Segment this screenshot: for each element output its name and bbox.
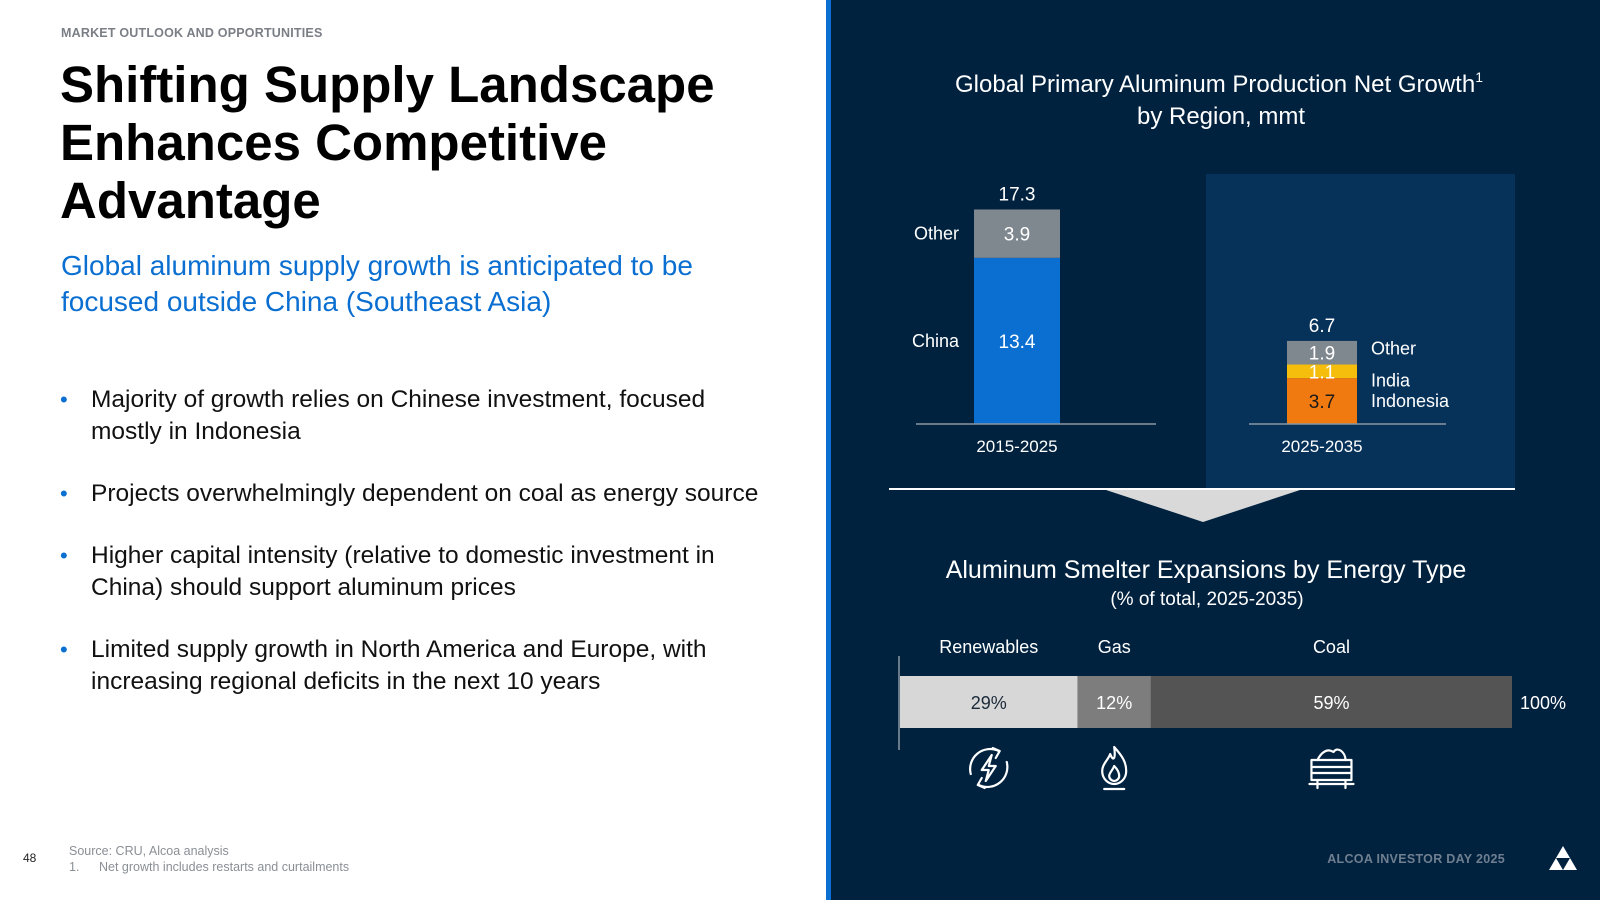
legend-label-left: China [912, 331, 960, 351]
bar-segment-other-1 [1287, 340, 1357, 365]
energy-segment-name: Coal [1313, 637, 1350, 657]
legend-label-right: Other [1371, 339, 1416, 359]
bullet-list: • Majority of growth relies on Chinese in… [60, 384, 780, 728]
bar-value-label: 1.1 [1309, 362, 1335, 383]
coal-cart-icon [1308, 748, 1355, 790]
bullet-dot-icon: • [60, 481, 68, 506]
energy-segment-value: 59% [1313, 693, 1349, 713]
page-title: Shifting Supply Landscape Enhances Compe… [60, 56, 715, 229]
energy-chart-marks: 29% Renewables 12% Gas 59% Coal 100% [900, 637, 1566, 728]
source-note: Source: CRU, Alcoa analysis [69, 844, 229, 858]
footnote: 1. Net growth includes restarts and curta… [69, 859, 349, 875]
bullet-dot-icon: • [60, 543, 68, 568]
alcoa-logo-icon [1549, 846, 1577, 870]
bar-value-label: 3.7 [1309, 392, 1335, 413]
right-panel: Global Primary Aluminum Production Net G… [831, 0, 1600, 900]
energy-total-label: 100% [1520, 693, 1566, 713]
forecast-highlight [1206, 174, 1515, 488]
bar-total-label: 17.3 [999, 184, 1036, 205]
growth-chart-title: Global Primary Aluminum Production Net G… [955, 69, 1483, 98]
bar-segment-other-0 [974, 209, 1060, 258]
category-label: 2025-2035 [1281, 437, 1362, 456]
energy-segment-name: Renewables [939, 637, 1038, 657]
bullet-dot-icon: • [60, 637, 68, 662]
bullet-dot-icon: • [60, 387, 68, 412]
page-subtitle: Global aluminum supply growth is anticip… [61, 250, 693, 317]
bar-value-label: 13.4 [999, 332, 1036, 353]
bar-segment-china-0 [974, 257, 1060, 424]
footnotes: Source: CRU, Alcoa analysis 1. Net growth… [69, 843, 349, 875]
down-arrow-icon [1106, 490, 1300, 522]
growth-chart-marks: 13.4 3.9 17.3 2015-2025 China Other 3.7 1.11.9 6… [912, 184, 1450, 456]
panel-divider [826, 0, 831, 900]
footnote-number: 1. [69, 860, 80, 874]
legend-label-left: Other [914, 224, 959, 244]
bullet-item: • Limited supply growth in North America … [60, 636, 707, 695]
section-eyebrow: MARKET OUTLOOK AND OPPORTUNITIES [61, 26, 323, 40]
bullet-item: • Majority of growth relies on Chinese in… [60, 386, 706, 445]
left-panel: MARKET OUTLOOK AND OPPORTUNITIES Shiftin… [23, 26, 780, 875]
energy-chart-title: Aluminum Smelter Expansions by Energy Ty… [946, 556, 1467, 584]
growth-chart-subtitle: by Region, mmt [1137, 103, 1305, 130]
energy-segment-name: Gas [1098, 637, 1131, 657]
bar-segment-indonesia-1 [1287, 378, 1357, 424]
renewable-energy-icon [969, 746, 1009, 790]
energy-segment-coal [1150, 676, 1512, 728]
energy-segment-gas [1077, 676, 1151, 728]
bar-value-label: 3.9 [1004, 225, 1030, 246]
energy-segment-value: 29% [971, 693, 1007, 713]
gas-flame-icon [1101, 745, 1128, 791]
bar-value-label: 1.9 [1309, 344, 1335, 365]
charts-canvas: Global Primary Aluminum Production Net G… [889, 69, 1566, 791]
brand-tagline: ALCOA INVESTOR DAY 2025 [1327, 852, 1505, 866]
legend-label-right: Indonesia [1371, 391, 1450, 411]
bullet-item: • Projects overwhelmingly dependent on co… [60, 478, 780, 510]
bar-total-label: 6.7 [1309, 316, 1335, 337]
footnote-text: Net growth includes restarts and curtail… [99, 860, 350, 874]
category-label: 2015-2025 [976, 437, 1057, 456]
energy-segment-value: 12% [1096, 693, 1132, 713]
page-number: 48 [23, 851, 37, 865]
bar-segment-india-1 [1287, 364, 1357, 379]
energy-segment-renewables [900, 676, 1078, 728]
bullet-item: • Higher capital intensity (relative to d… [60, 542, 715, 601]
energy-chart-subtitle: (% of total, 2025-2035) [1110, 589, 1303, 610]
legend-label-right: India [1371, 370, 1411, 390]
